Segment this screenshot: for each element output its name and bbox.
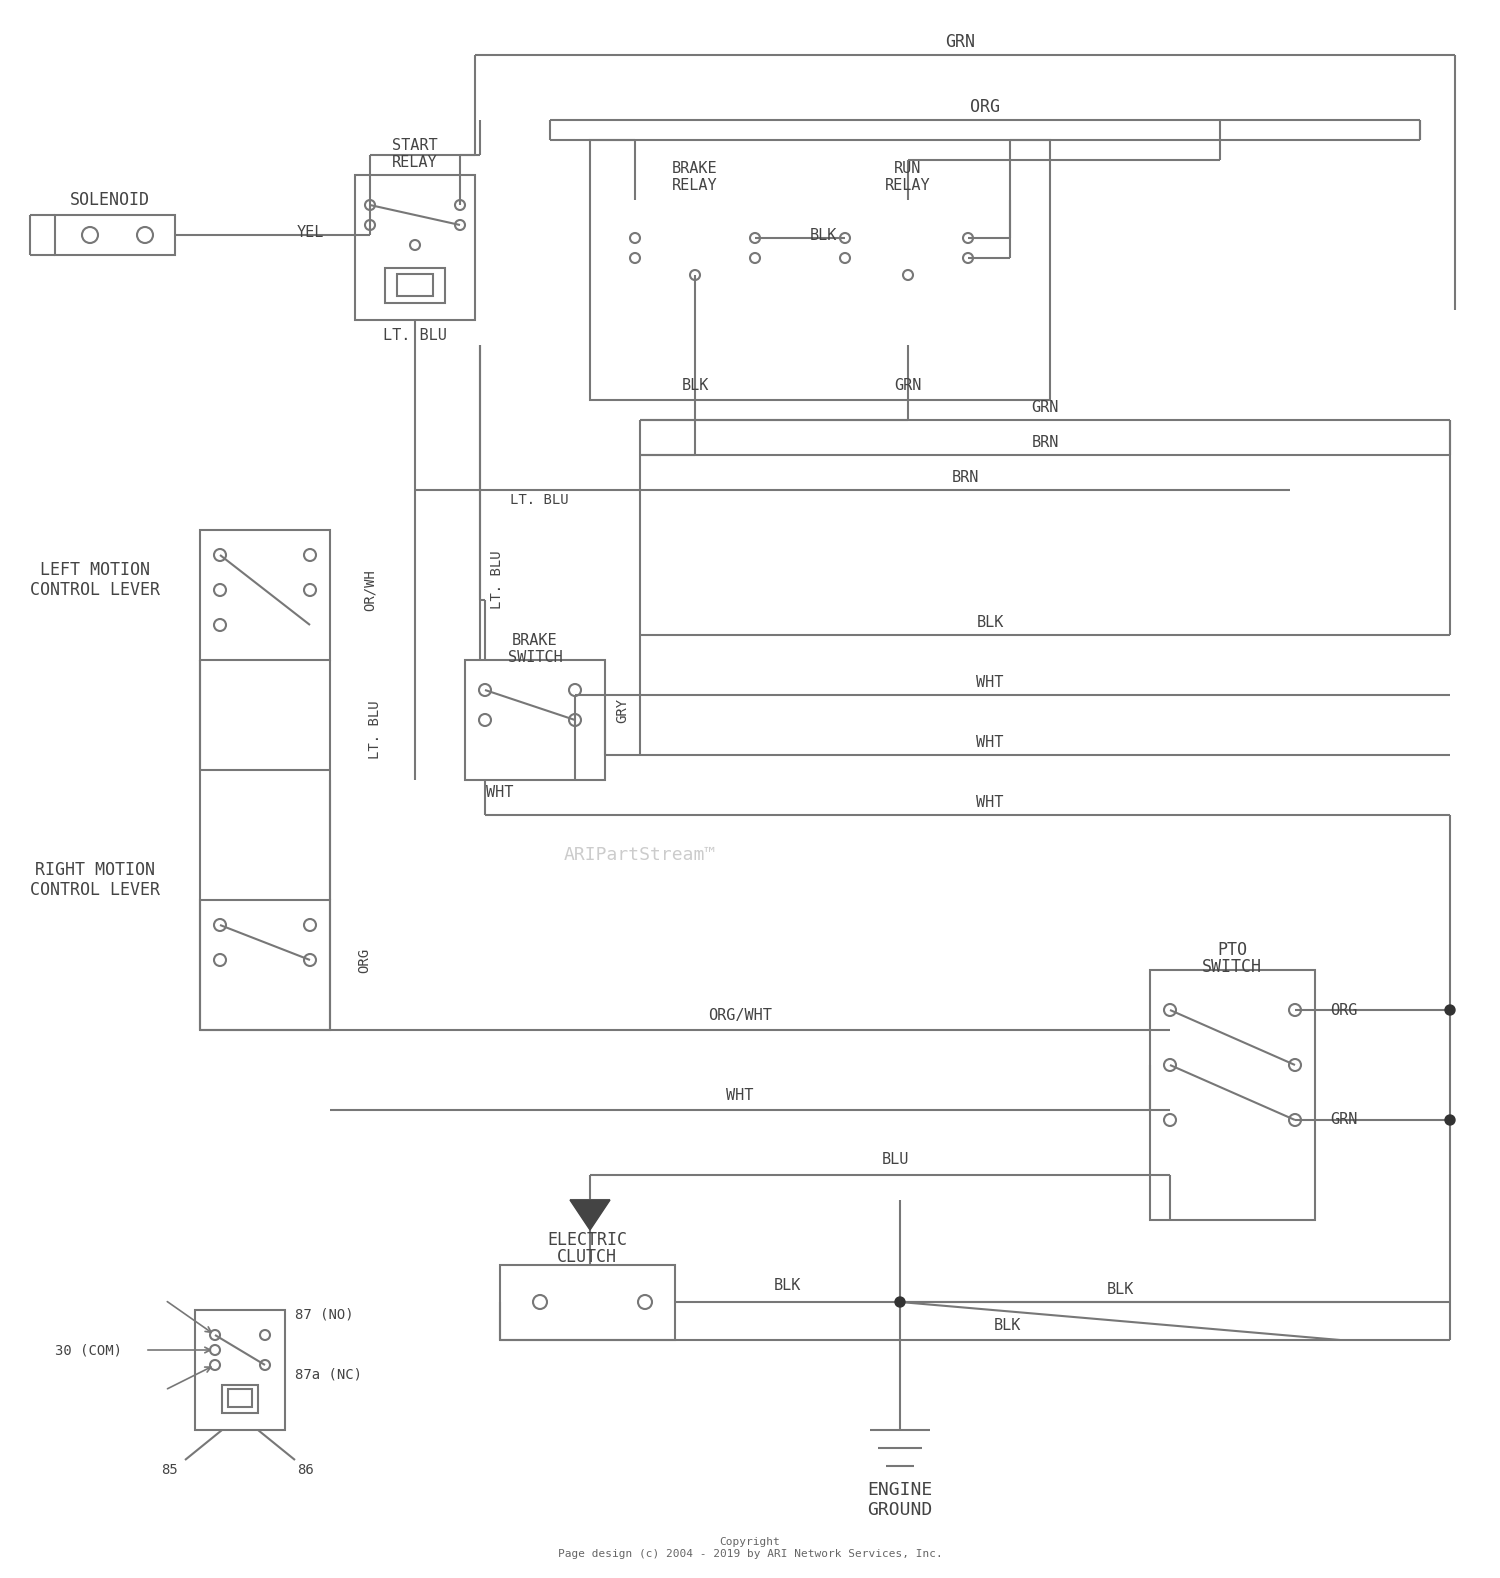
Bar bbox=[195, 1310, 285, 1430]
Text: RUN: RUN bbox=[894, 161, 921, 175]
Circle shape bbox=[1444, 1005, 1455, 1015]
Circle shape bbox=[1444, 1116, 1455, 1125]
Text: WHT: WHT bbox=[976, 674, 1004, 690]
Bar bbox=[56, 215, 176, 256]
Bar bbox=[675, 308, 716, 336]
Text: ORG/WHT: ORG/WHT bbox=[708, 1007, 772, 1023]
Text: 85: 85 bbox=[162, 1463, 178, 1477]
Text: BRAKE: BRAKE bbox=[512, 633, 558, 647]
Text: LT. BLU: LT. BLU bbox=[368, 701, 382, 759]
Bar bbox=[662, 300, 728, 346]
Text: 30 (COM): 30 (COM) bbox=[56, 1343, 122, 1357]
Text: CLUTCH: CLUTCH bbox=[556, 1248, 616, 1266]
Bar bbox=[356, 175, 476, 320]
Text: ORG: ORG bbox=[1330, 1002, 1358, 1018]
Text: RELAY: RELAY bbox=[885, 177, 932, 193]
Bar bbox=[465, 660, 604, 780]
Text: RELAY: RELAY bbox=[392, 155, 438, 169]
Bar bbox=[228, 1389, 252, 1408]
Text: SWITCH: SWITCH bbox=[1202, 958, 1262, 977]
Bar bbox=[200, 530, 330, 660]
Text: GRY: GRY bbox=[615, 697, 628, 723]
Text: CONTROL LEVER: CONTROL LEVER bbox=[30, 881, 160, 899]
Bar bbox=[386, 268, 446, 303]
Bar bbox=[398, 275, 433, 297]
Text: LT. BLU: LT. BLU bbox=[510, 492, 568, 507]
Text: 87a (NC): 87a (NC) bbox=[296, 1368, 362, 1382]
Polygon shape bbox=[570, 1199, 610, 1229]
Bar bbox=[222, 1385, 258, 1412]
Text: BLK: BLK bbox=[681, 377, 708, 393]
Text: WHT: WHT bbox=[976, 734, 1004, 750]
Bar bbox=[620, 200, 770, 369]
Text: LT. BLU: LT. BLU bbox=[382, 328, 447, 342]
Text: WHT: WHT bbox=[486, 784, 513, 800]
Bar bbox=[500, 1266, 675, 1340]
Circle shape bbox=[896, 1297, 904, 1307]
Bar bbox=[590, 140, 1050, 399]
Text: BLU: BLU bbox=[882, 1152, 909, 1168]
Text: BLK: BLK bbox=[774, 1278, 801, 1292]
Text: ORG: ORG bbox=[357, 947, 370, 972]
Text: PTO: PTO bbox=[1216, 940, 1246, 959]
Text: ENGINE: ENGINE bbox=[867, 1482, 933, 1499]
Bar bbox=[1150, 970, 1316, 1220]
Text: ORG: ORG bbox=[970, 98, 1000, 117]
Text: GRN: GRN bbox=[1330, 1112, 1358, 1128]
Text: GRN: GRN bbox=[945, 33, 975, 50]
Text: GRN: GRN bbox=[894, 377, 921, 393]
Bar bbox=[200, 899, 330, 1030]
Bar bbox=[876, 300, 942, 346]
Text: BLK: BLK bbox=[810, 227, 837, 243]
Text: GRN: GRN bbox=[1032, 399, 1059, 415]
Text: BLK: BLK bbox=[976, 614, 1004, 630]
Text: ELECTRIC: ELECTRIC bbox=[548, 1231, 627, 1250]
Text: Copyright
Page design (c) 2004 - 2019 by ARI Network Services, Inc.: Copyright Page design (c) 2004 - 2019 by… bbox=[558, 1537, 942, 1559]
Text: START: START bbox=[392, 137, 438, 153]
Text: BRN: BRN bbox=[1032, 434, 1059, 450]
Text: 86: 86 bbox=[297, 1463, 314, 1477]
Text: BLK: BLK bbox=[1107, 1281, 1134, 1297]
Bar bbox=[888, 308, 928, 336]
Text: BRAKE: BRAKE bbox=[672, 161, 718, 175]
Text: 87 (NO): 87 (NO) bbox=[296, 1308, 354, 1322]
Text: BRN: BRN bbox=[951, 470, 978, 484]
Text: ARIPartStream™: ARIPartStream™ bbox=[564, 846, 716, 865]
Text: CONTROL LEVER: CONTROL LEVER bbox=[30, 581, 160, 600]
Bar bbox=[830, 200, 986, 369]
Text: RIGHT MOTION: RIGHT MOTION bbox=[34, 862, 154, 879]
Text: BLK: BLK bbox=[993, 1318, 1020, 1332]
Text: WHT: WHT bbox=[976, 794, 1004, 810]
Text: YEL: YEL bbox=[297, 224, 324, 240]
Text: LEFT MOTION: LEFT MOTION bbox=[40, 562, 150, 579]
Text: WHT: WHT bbox=[726, 1087, 753, 1103]
Text: SOLENOID: SOLENOID bbox=[70, 191, 150, 208]
Text: LT. BLU: LT. BLU bbox=[490, 551, 504, 609]
Text: SWITCH: SWITCH bbox=[507, 650, 562, 664]
Text: OR/WH: OR/WH bbox=[363, 570, 376, 611]
Text: GROUND: GROUND bbox=[867, 1501, 933, 1520]
Text: RELAY: RELAY bbox=[672, 177, 718, 193]
